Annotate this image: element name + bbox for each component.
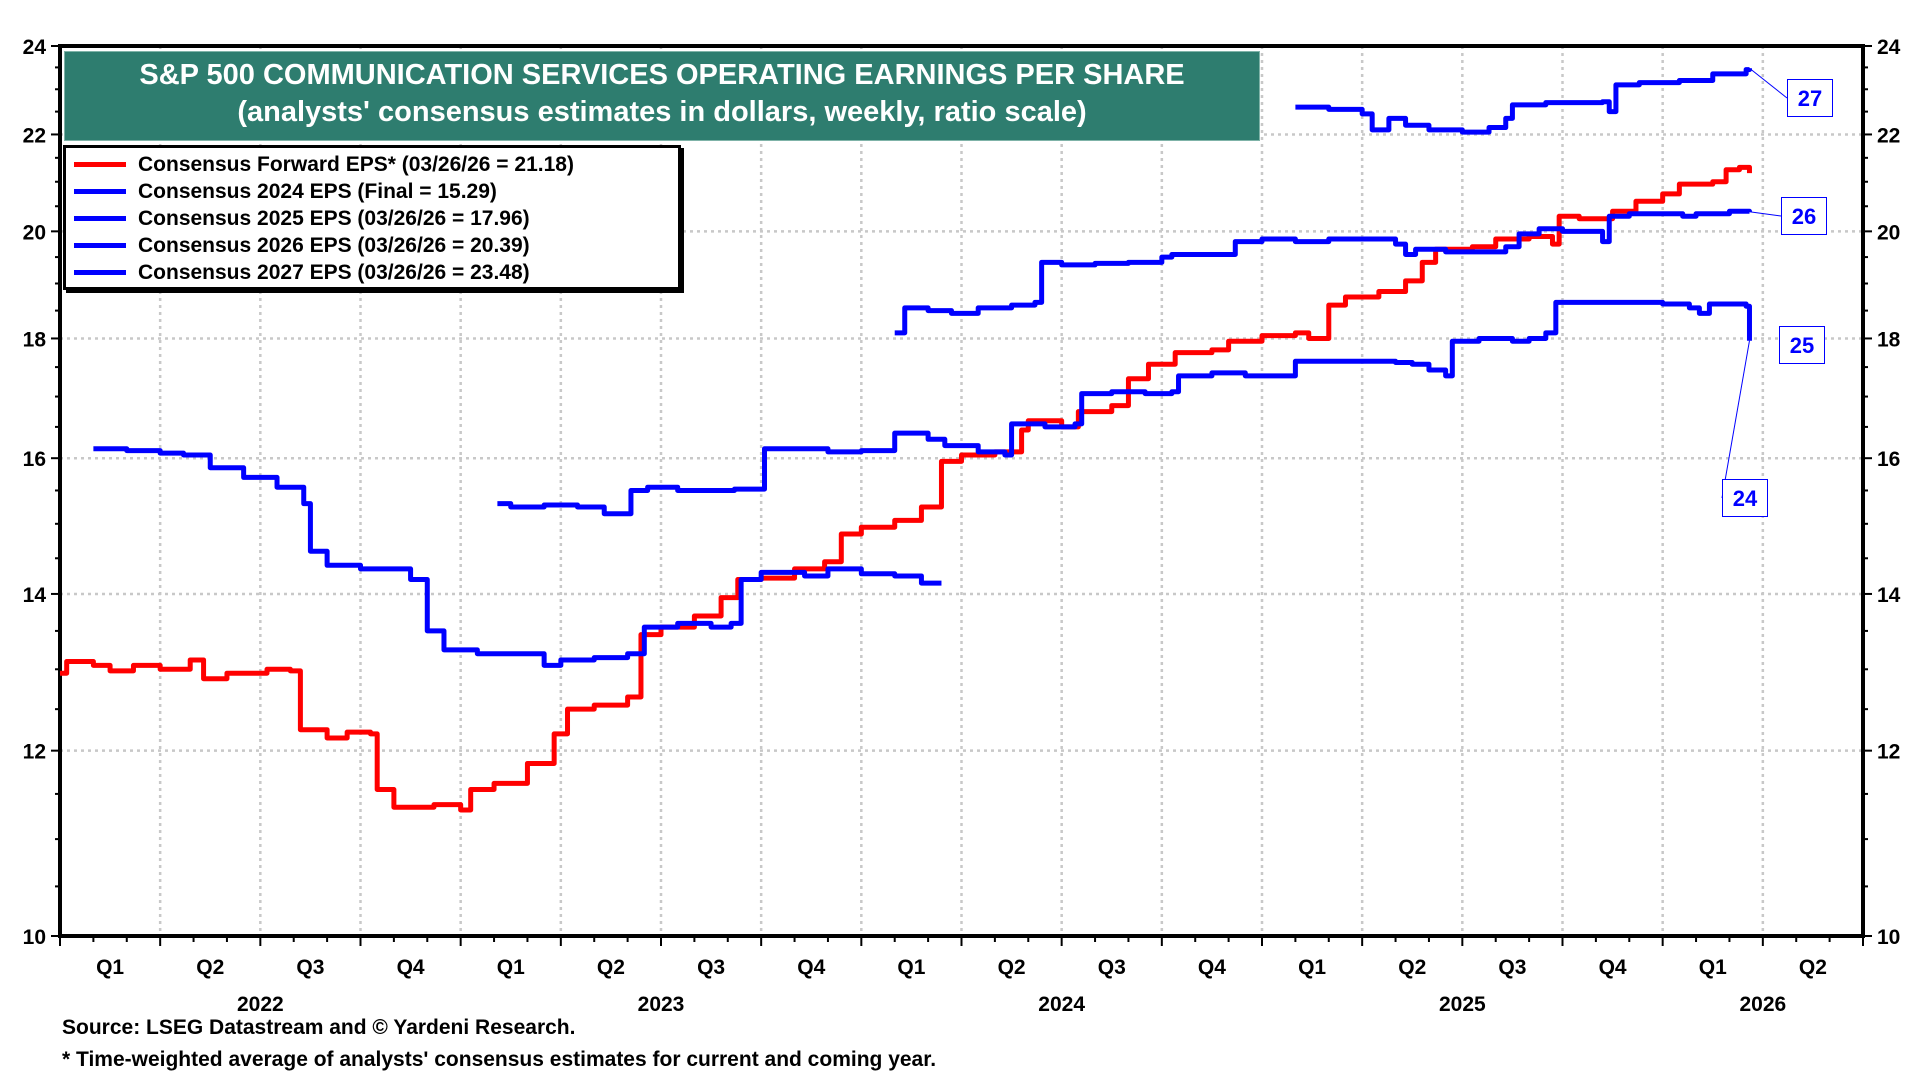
legend-item-forward: Consensus Forward EPS* (03/26/26 = 21.18…	[74, 151, 678, 178]
end-label-2024: 24	[1722, 479, 1768, 517]
x-quarter-label: Q4	[797, 956, 825, 979]
x-quarter-label: Q2	[1398, 956, 1426, 979]
legend-swatch-red	[74, 162, 126, 167]
y-tick-label-left: 10	[23, 926, 46, 949]
end-label-2027: 27	[1787, 79, 1833, 117]
x-quarter-label: Q2	[597, 956, 625, 979]
y-tick-label-right: 14	[1877, 584, 1901, 607]
x-quarter-label: Q1	[497, 956, 525, 979]
y-tick-label-right: 12	[1877, 741, 1900, 764]
chart-title: S&P 500 COMMUNICATION SERVICES OPERATING…	[139, 59, 1185, 91]
legend-label: Consensus 2026 EPS (03/26/26 = 20.39)	[138, 233, 530, 257]
series-line-27	[1295, 67, 1752, 135]
x-quarter-label: Q1	[897, 956, 925, 979]
legend-item-2024: Consensus 2024 EPS (Final = 15.29)	[74, 178, 678, 205]
y-tick-label-left: 18	[23, 328, 47, 351]
end-label-2025: 25	[1779, 326, 1825, 364]
chart-subtitle: (analysts' consensus estimates in dollar…	[237, 96, 1087, 128]
x-year-label: 2024	[1038, 993, 1085, 1016]
x-quarter-label: Q3	[1098, 956, 1126, 979]
x-quarter-label: Q1	[1298, 956, 1326, 979]
legend-swatch-blue	[74, 216, 126, 221]
leader-line-24	[1721, 340, 1750, 499]
y-tick-label-left: 12	[23, 741, 46, 764]
legend-label: Consensus Forward EPS* (03/26/26 = 21.18…	[138, 152, 574, 176]
x-quarter-label: Q3	[1498, 956, 1526, 979]
x-quarter-label: Q4	[1198, 956, 1226, 979]
x-quarter-label: Q3	[296, 956, 324, 979]
x-quarter-label: Q4	[1599, 956, 1627, 979]
legend-label: Consensus 2024 EPS (Final = 15.29)	[138, 179, 497, 203]
legend-label: Consensus 2025 EPS (03/26/26 = 17.96)	[138, 206, 530, 230]
legend-swatch-blue	[74, 243, 126, 248]
series-line-24	[497, 299, 1752, 517]
y-tick-label-right: 22	[1877, 124, 1900, 147]
y-tick-label-left: 24	[23, 36, 47, 59]
y-tick-label-right: 16	[1877, 448, 1900, 471]
y-tick-label-left: 16	[23, 448, 46, 471]
y-tick-label-right: 20	[1877, 221, 1900, 244]
x-year-label: 2026	[1739, 993, 1786, 1016]
x-quarter-label: Q2	[998, 956, 1026, 979]
x-quarter-label: Q1	[1699, 956, 1727, 979]
series-line-26	[894, 208, 1752, 336]
x-year-label: 2023	[638, 993, 685, 1016]
legend-label: Consensus 2027 EPS (03/26/26 = 23.48)	[138, 260, 530, 284]
chart-title-box: S&P 500 COMMUNICATION SERVICES OPERATING…	[64, 51, 1260, 141]
x-quarter-label: Q4	[397, 956, 425, 979]
y-tick-label-left: 22	[23, 124, 46, 147]
legend-item-2026: Consensus 2026 EPS (03/26/26 = 20.39)	[74, 232, 678, 259]
y-tick-label-left: 20	[23, 221, 46, 244]
end-label-2026: 26	[1781, 197, 1827, 235]
y-tick-label-right: 24	[1877, 36, 1901, 59]
x-quarter-label: Q2	[196, 956, 224, 979]
leader-line-26	[1749, 211, 1782, 217]
x-year-label: 2022	[237, 993, 284, 1016]
leader-line-27	[1749, 67, 1788, 99]
legend-swatch-blue	[74, 189, 126, 194]
y-tick-label-left: 14	[23, 584, 47, 607]
y-tick-label-right: 10	[1877, 926, 1900, 949]
series-line-forward	[60, 164, 1752, 813]
x-quarter-label: Q3	[697, 956, 725, 979]
y-tick-label-right: 18	[1877, 328, 1901, 351]
legend: Consensus Forward EPS* (03/26/26 = 21.18…	[63, 145, 681, 290]
footnote: * Time-weighted average of analysts' con…	[62, 1048, 937, 1071]
x-year-label: 2025	[1439, 993, 1486, 1016]
x-quarter-label: Q2	[1799, 956, 1827, 979]
legend-item-2027: Consensus 2027 EPS (03/26/26 = 23.48)	[74, 259, 678, 286]
series-line-forward	[93, 446, 942, 668]
x-quarter-label: Q1	[96, 956, 124, 979]
source-note: Source: LSEG Datastream and © Yardeni Re…	[62, 1016, 576, 1039]
legend-item-2025: Consensus 2025 EPS (03/26/26 = 17.96)	[74, 205, 678, 232]
legend-swatch-blue	[74, 270, 126, 275]
